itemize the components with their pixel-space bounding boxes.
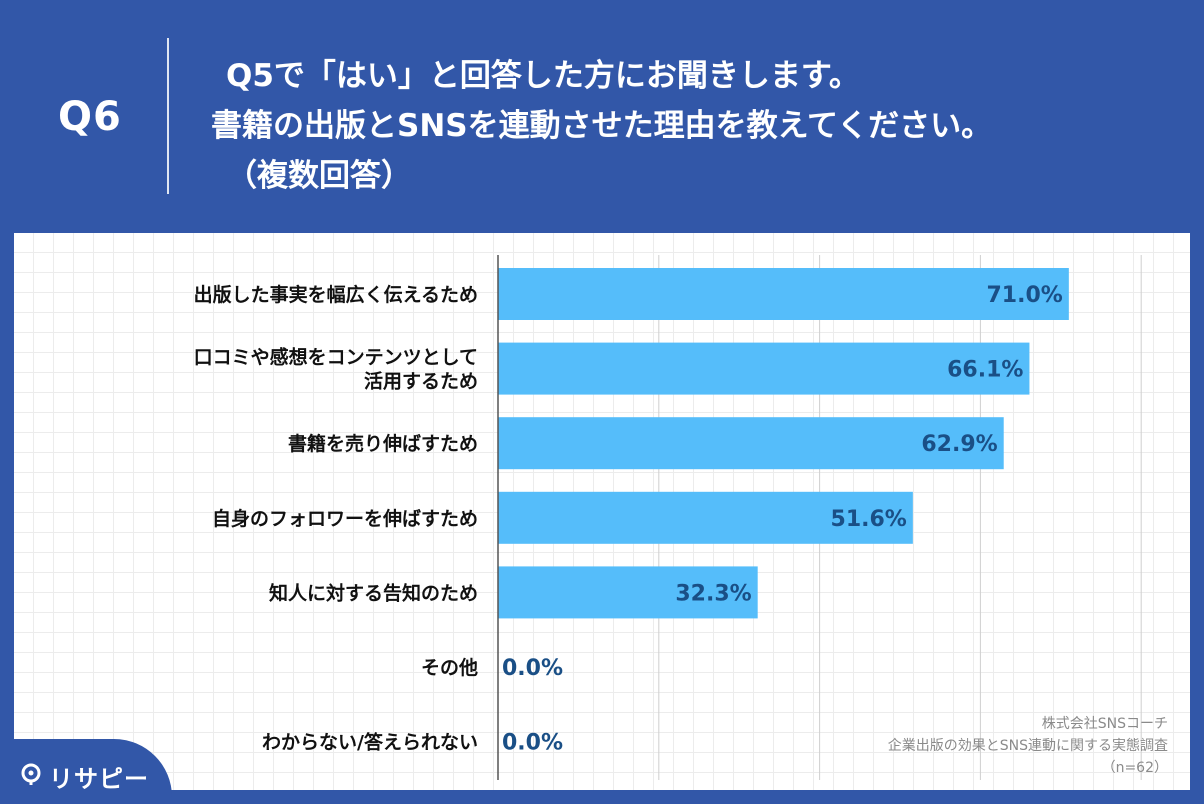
source-note: 株式会社SNSコーチ 企業出版の効果とSNS連動に関する実態調査 （n=62）: [888, 713, 1168, 779]
value-label: 66.1%: [947, 358, 1023, 383]
value-label: 71.0%: [987, 283, 1063, 308]
category-label: 出版した事実を幅広く伝えるため: [194, 283, 478, 306]
source-company: 株式会社SNSコーチ: [1041, 716, 1168, 732]
value-label: 51.6%: [831, 507, 907, 532]
header: Q6 Q5で「はい」と回答した方にお聞きします。 書籍の出版とSNSを連動させた…: [0, 0, 1204, 232]
category-label: わからない/答えられない: [262, 731, 478, 754]
title-line-2: 書籍の出版とSNSを連動させた理由を教えてください。: [211, 108, 993, 144]
category-label: 活用するため: [364, 370, 478, 393]
category-label: 知人に対する告知のため: [269, 581, 478, 604]
logo-text: リサピー: [49, 765, 149, 793]
bar: [498, 342, 1030, 395]
value-label: 0.0%: [502, 656, 563, 681]
bar: [498, 491, 913, 544]
bar: [498, 268, 1069, 320]
location-pin-icon: [21, 763, 41, 785]
bar: [498, 566, 758, 619]
header-divider: [167, 38, 169, 194]
title-line-3: （複数回答）: [226, 158, 412, 194]
category-label: 書籍を売り伸ばすため: [288, 432, 478, 455]
source-sample-size: （n=62）: [1101, 760, 1168, 776]
value-label: 0.0%: [502, 731, 563, 756]
question-number: Q6: [58, 94, 122, 140]
value-label: 32.3%: [675, 581, 751, 606]
logo: リサピー: [0, 739, 172, 804]
bar: [498, 417, 1004, 470]
category-label: その他: [421, 656, 478, 679]
category-label: 口コミや感想をコンテンツとして: [194, 346, 478, 369]
source-survey: 企業出版の効果とSNS連動に関する実態調査: [887, 738, 1168, 754]
category-label: 自身のフォロワーを伸ばすため: [212, 507, 478, 530]
bar-chart: 出版した事実を幅広く伝えるため 71.0% 口コミや感想をコンテンツとして活用するた…: [194, 255, 1142, 780]
title-line-1: Q5で「はい」と回答した方にお聞きします。: [226, 58, 860, 94]
chart-panel: 出版した事実を幅広く伝えるため 71.0% 口コミや感想をコンテンツとして 活用するた…: [14, 233, 1190, 790]
value-label: 62.9%: [921, 432, 997, 457]
